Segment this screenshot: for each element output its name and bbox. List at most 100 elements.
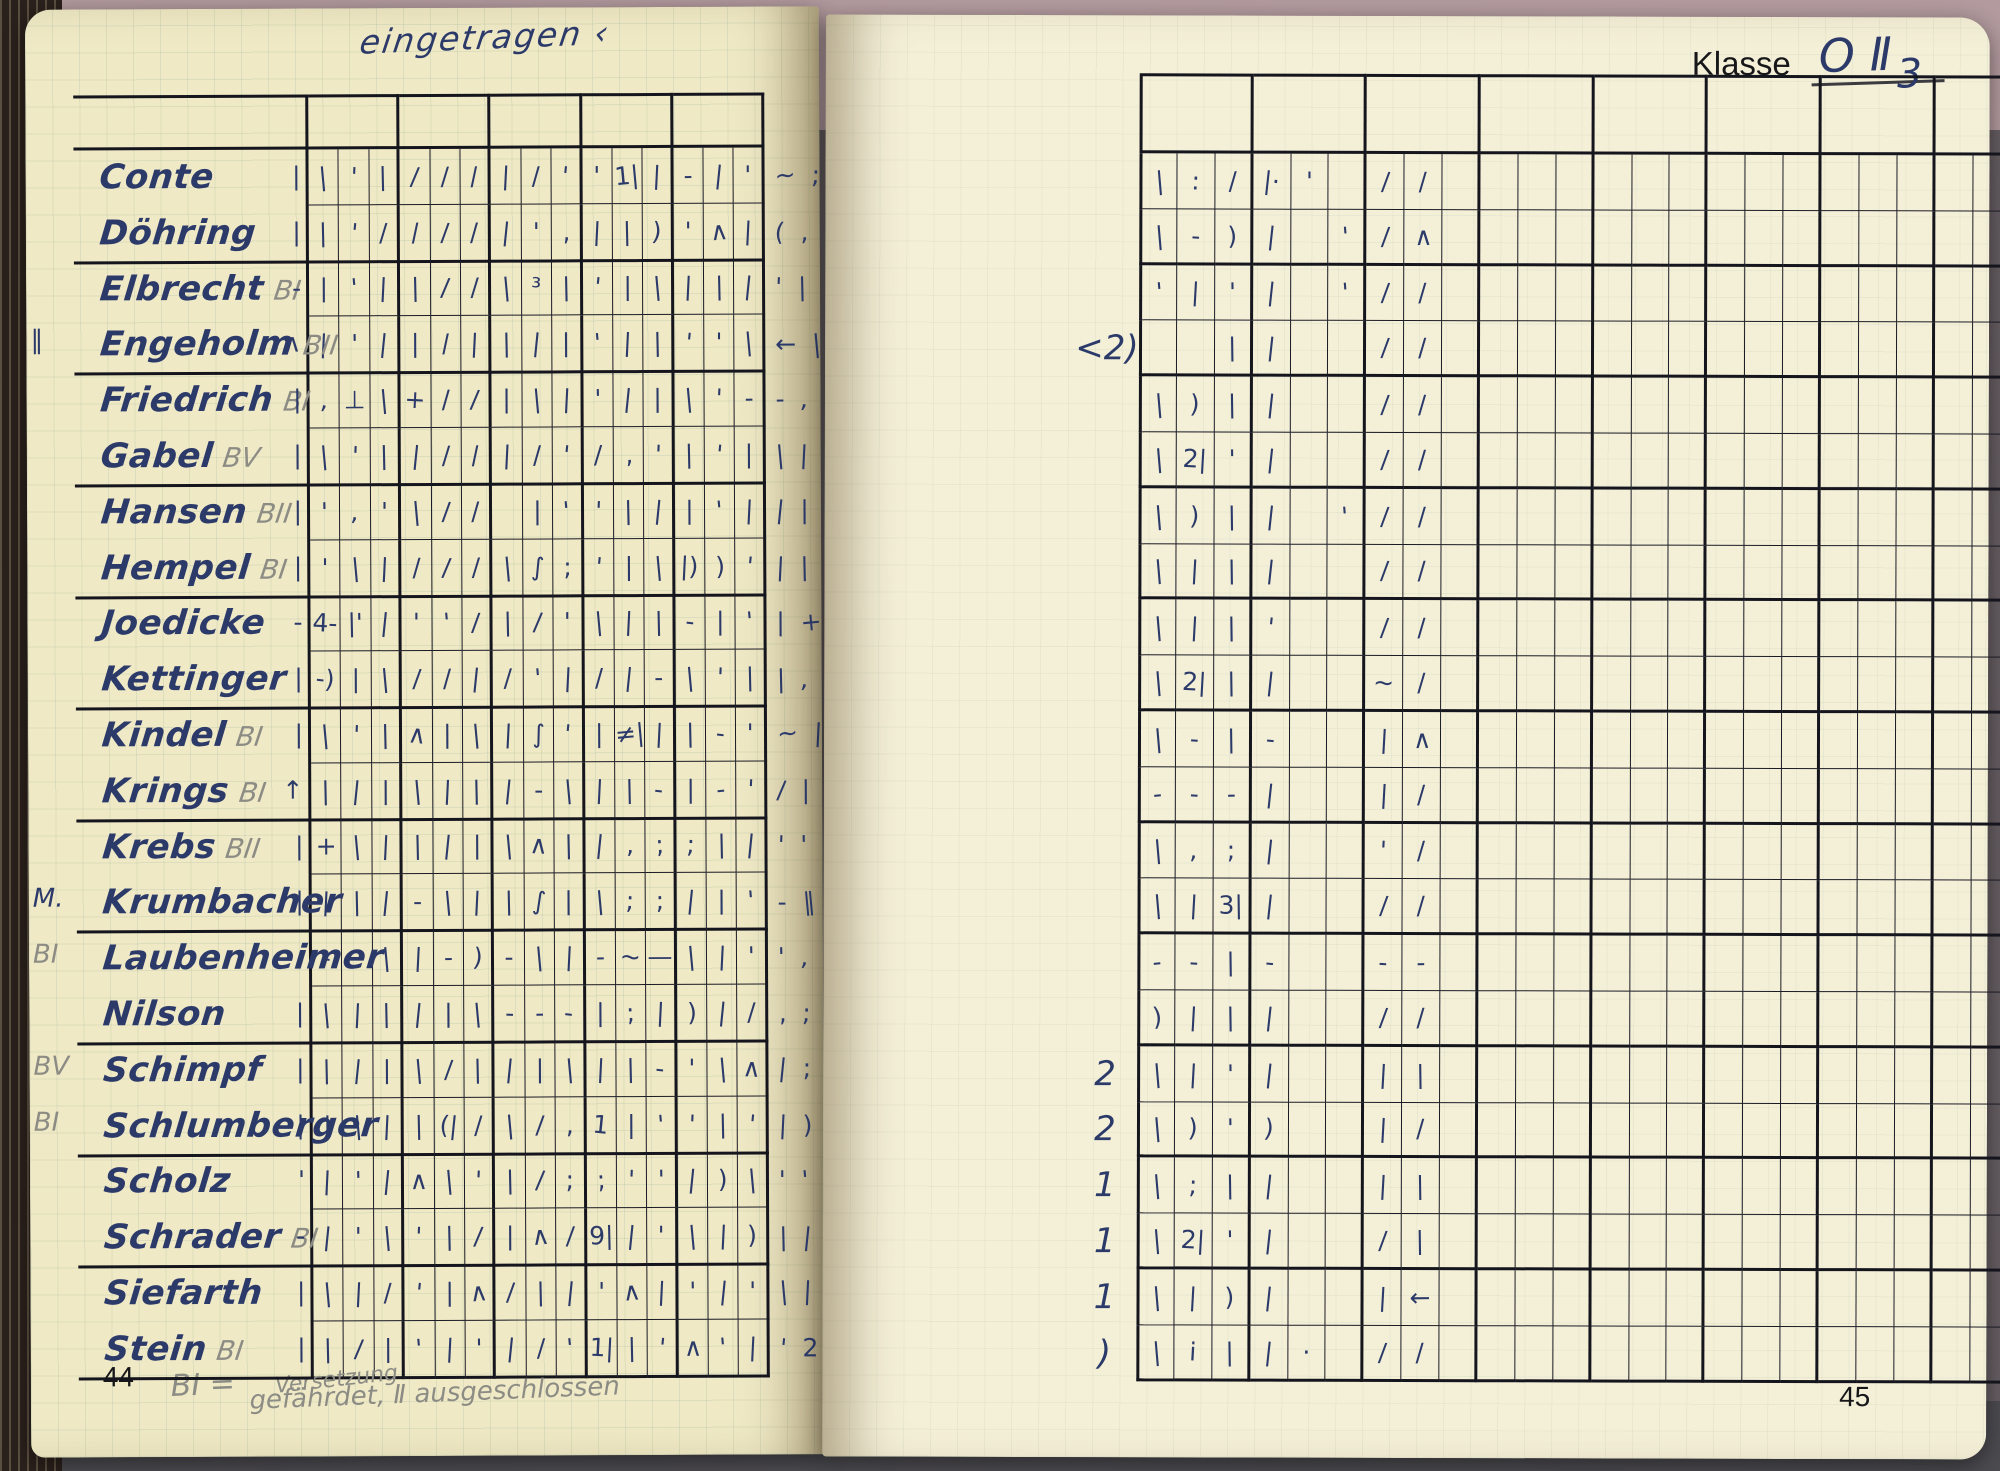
tally-mark: , [626,830,635,860]
tally-cell [1667,1047,1706,1104]
tally-cell: | [585,873,616,932]
tally-mark: | [504,886,514,917]
tally-cell [1895,713,1934,770]
tally-cell: | [736,817,768,873]
tally-cell [1933,824,1972,881]
tally-cell [1743,880,1782,937]
student-row-right: | | 3| | / / [1073,878,2000,937]
tally-mark: ' [683,327,694,358]
tally-cell [1480,209,1519,266]
tally-cell [1631,433,1670,490]
tally-cell: | [707,1096,739,1155]
tally-mark: | [472,998,484,1029]
tally-mark: | [411,775,423,806]
tally-cell [1591,1158,1630,1215]
student-name-cell: M. Krumbacher | [33,874,344,934]
tally-mark: - [595,942,606,972]
student-name-cell: Scholz ' [77,1153,314,1211]
tally-mark: ; [625,886,636,916]
header-group-cell [1707,74,1822,156]
tally-cell [1972,211,2000,268]
tally-mark: | [1188,1002,1199,1032]
tally-cell: / [399,148,431,205]
tally-cell: | [1138,599,1177,656]
edge-mark: | [294,719,304,749]
tally-cell: ' [586,1264,618,1321]
tally-cell: / [1402,1102,1441,1159]
tally-cell [1972,267,2000,323]
tally-mark: ∧ [683,1332,703,1362]
tally-mark: ) [1189,389,1201,419]
tally-cell: | [309,428,341,487]
tally-cell: | [1251,878,1290,935]
tally-cell: | [675,649,706,709]
tally-cell: ) [1250,1102,1289,1159]
tally-cell: | [341,651,372,710]
tally-mark: ) [1224,1282,1235,1312]
tally-mark: | [1264,555,1277,586]
tally-mark: | [744,495,755,525]
tally-cell: | [434,1153,466,1210]
tally-mark: | [1152,723,1164,754]
tally-cell: / [401,539,432,598]
tally-cell: 3| [1213,878,1252,935]
tally-cell: / [583,427,614,486]
tally-mark: ' [561,440,572,470]
tally-cell [1440,879,1479,936]
tally-mark: | [1189,612,1200,642]
tally-cell: | [677,1152,709,1209]
tally-mark: | [472,775,482,805]
tally-cell [1326,990,1365,1047]
tally-cell [1895,769,1934,825]
tally-cell: | [311,763,342,822]
tally-mark: / [471,552,481,582]
tally-cell [1894,1103,1933,1160]
tally-mark: ' [715,383,724,413]
tally-cell [1630,768,1669,825]
tally-mark: ∧ [741,1052,762,1083]
tally-cell: - [1137,934,1176,991]
student-annotation: BI [258,554,289,586]
tally-cell [1896,266,1935,323]
tally-cell [1744,489,1783,546]
tally-cell: | [464,985,495,1044]
tally-mark: | [412,1054,424,1084]
tally-cell: , [613,427,645,486]
tally-cell: ' [738,1096,769,1155]
tally-mark: - [534,775,544,805]
tally-cell [1897,211,1936,267]
student-row-left: Schrader BI - | ' | ' | / | ∧/9| | ' | |) | | [78,1207,841,1269]
tally-cell: | [403,1041,435,1098]
tally-cell [1592,600,1631,657]
student-row-left: ∥ Engeholm BII ∧ | ' | | / | | | | ' | | ' ' | ← | [30,314,837,376]
tally-cell: | [369,316,401,375]
tally-mark: / [534,1165,547,1196]
student-name: Döhring [97,212,259,254]
tally-cell [1592,768,1631,825]
tally-mark: , [623,439,634,470]
tally-cell: | [584,706,616,763]
tally-cell: | [1364,1158,1403,1215]
student-name-cell: Friedrich BI | [74,372,312,430]
tally-cell: - [555,985,586,1044]
tally-mark: / [1377,1225,1388,1256]
tally-cell [1630,656,1669,713]
tally-mark: 2| [1180,1224,1206,1256]
tally-cell: | [552,315,583,374]
tally-cell: ∧ [703,203,735,262]
tally-cell: ) [738,1207,770,1266]
tally-cell: — [646,929,677,985]
tally-cell: - [585,929,617,986]
tally-mark: · [1302,1337,1311,1367]
tally-mark: / [594,663,604,693]
tally-cell [1744,601,1783,658]
tally-cell: ) [642,203,674,262]
tally-cell: - [524,985,556,1044]
tally-cell: | [372,874,404,933]
tally-mark: | [685,885,697,916]
tally-cell [1819,713,1858,769]
tally-mark: ' [349,162,358,192]
tally-mark: | [774,495,786,525]
tally-cell [1933,769,1972,826]
tally-cell: ' [551,148,583,205]
